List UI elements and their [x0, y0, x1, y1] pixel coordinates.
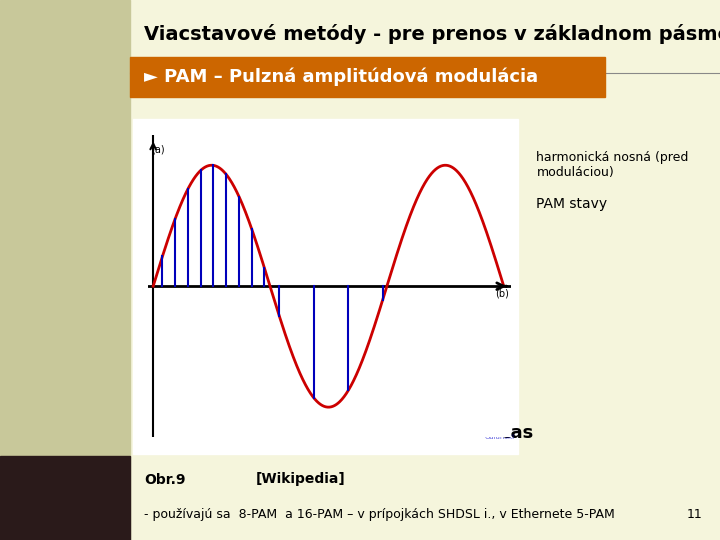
Text: harmonická nosná (pred
moduláciou): harmonická nosná (pred moduláciou)	[536, 151, 689, 179]
Text: Galanski: Galanski	[485, 434, 515, 440]
Bar	[0, 0, 130, 540]
Text: (2): (2)	[253, 221, 265, 230]
Text: Viacstavové metódy - pre prenos v základnom pásme: Viacstavové metódy - pre prenos v základ…	[144, 24, 720, 44]
Bar	[133, 119, 518, 454]
Text: PAM stavy: PAM stavy	[536, 197, 608, 211]
Text: (1): (1)	[250, 203, 261, 212]
Text: - používajú sa  8-PAM  a 16-PAM – v prípojkách SHDSL i., v Ethernete 5-PAM: - používajú sa 8-PAM a 16-PAM – v prípoj…	[144, 508, 615, 521]
Bar	[130, 57, 605, 97]
Text: 11: 11	[686, 508, 702, 521]
Text: čas: čas	[500, 424, 534, 442]
Text: ► PAM – Pulzná amplitúdová modulácia: ► PAM – Pulzná amplitúdová modulácia	[144, 68, 538, 86]
Text: (b): (b)	[495, 289, 509, 299]
Bar	[0, 456, 130, 540]
Text: (a): (a)	[151, 144, 165, 154]
Text: Obr.9: Obr.9	[144, 472, 186, 487]
Text: [Wikipedia]: [Wikipedia]	[256, 472, 346, 487]
